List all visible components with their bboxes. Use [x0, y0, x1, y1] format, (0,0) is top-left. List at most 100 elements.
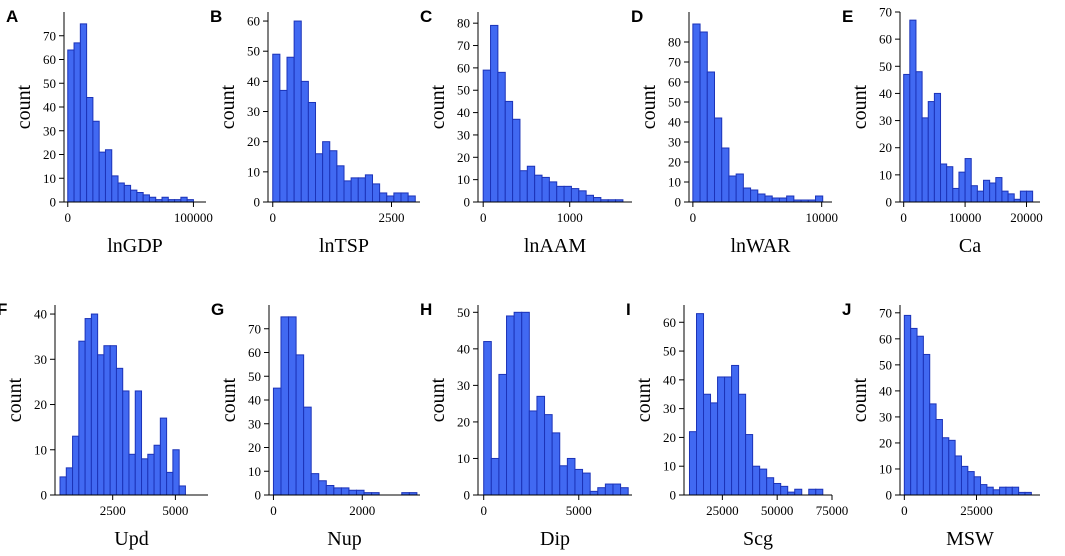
panel-letter: B	[210, 7, 222, 26]
histogram-bar	[506, 315, 515, 496]
histogram-bar	[717, 376, 726, 496]
histogram-bar	[699, 31, 708, 203]
y-tick-label: 0	[255, 488, 262, 503]
y-tick-label: 30	[879, 409, 892, 424]
x-tick-label: 0	[901, 503, 908, 518]
histogram-bar	[340, 487, 350, 496]
histogram-bar	[288, 316, 297, 496]
y-tick-label: 60	[879, 331, 892, 346]
y-tick-label: 50	[663, 344, 676, 359]
histogram-bar	[752, 465, 761, 496]
y-tick-label: 20	[879, 140, 892, 155]
panel-j: 0 10 20 30 40 50 60 70 0 25000 MSW count J	[842, 300, 1040, 550]
panel-letter: J	[842, 300, 851, 319]
panel-letter: G	[211, 300, 224, 319]
x-tick-label: 2500	[379, 210, 405, 225]
histogram-bar	[980, 484, 988, 496]
histogram-bar	[544, 414, 553, 496]
histogram-bar	[986, 486, 994, 496]
y-tick-label: 70	[668, 55, 681, 70]
histogram-bar	[593, 197, 602, 203]
y-tick-label: 50	[457, 83, 470, 98]
histogram-bar	[1005, 486, 1013, 496]
histogram-bar	[992, 489, 1001, 496]
histogram-bar	[915, 71, 923, 203]
histogram-bar	[272, 53, 281, 203]
histogram-bar	[597, 487, 606, 496]
histogram-bar	[280, 316, 290, 496]
histogram-bar	[147, 453, 155, 496]
histogram-bar	[122, 390, 130, 496]
histogram-bar	[541, 176, 550, 203]
histogram-bar	[1025, 190, 1034, 203]
histogram-bar	[696, 313, 705, 496]
y-axis-label: count	[849, 84, 871, 129]
histogram-bar	[808, 488, 817, 496]
histogram-bar	[528, 410, 538, 496]
histogram-bar	[714, 117, 723, 203]
y-tick-label: 10	[668, 175, 681, 190]
histogram-bar	[166, 471, 174, 496]
y-tick-label: 10	[43, 171, 56, 186]
histogram-bar	[153, 444, 161, 496]
histogram-bar	[910, 327, 918, 496]
y-tick-label: 50	[248, 369, 261, 384]
y-tick-label: 20	[663, 430, 676, 445]
histogram-bar	[123, 184, 132, 203]
x-tick-label: 75000	[816, 503, 849, 518]
x-tick-label: 0	[270, 210, 277, 225]
y-tick-label: 40	[663, 372, 676, 387]
panel-i: 0 10 20 30 40 50 60 25000 50000 75000 Scg count I	[626, 300, 848, 550]
y-tick-label: 50	[457, 305, 470, 320]
histogram-bar	[933, 92, 942, 203]
y-tick-label: 30	[247, 104, 260, 119]
histogram-bar	[794, 488, 803, 496]
y-tick-label: 30	[457, 127, 470, 142]
y-axis-label: count	[638, 84, 660, 129]
histogram-bar	[109, 345, 117, 496]
histogram-bar	[589, 490, 599, 496]
y-tick-label: 20	[879, 435, 892, 450]
y-tick-label: 10	[457, 172, 470, 187]
histogram-bar	[134, 390, 143, 496]
y-tick-label: 0	[254, 195, 261, 210]
y-tick-label: 30	[879, 113, 892, 128]
y-tick-label: 50	[668, 95, 681, 110]
y-tick-label: 80	[668, 35, 681, 50]
histogram-bar	[128, 453, 136, 496]
histogram-bar	[582, 472, 591, 496]
histogram-bar	[393, 192, 402, 203]
histogram-bar	[1011, 486, 1020, 496]
histogram-bar	[295, 354, 305, 496]
histogram-bar	[161, 196, 169, 203]
histogram-bar	[1001, 190, 1009, 203]
histogram-bar	[79, 23, 88, 203]
x-axis-label: Nup	[327, 528, 361, 550]
histogram-bar	[983, 179, 991, 203]
y-tick-label: 30	[248, 416, 261, 431]
histogram-bar	[504, 100, 514, 203]
y-tick-label: 40	[457, 105, 470, 120]
histogram-bar	[67, 49, 75, 203]
x-tick-label: 10000	[949, 210, 982, 225]
y-tick-label: 20	[457, 150, 470, 165]
histogram-bar	[72, 435, 80, 496]
histogram-bar	[178, 485, 186, 496]
x-tick-label: 20000	[1010, 210, 1043, 225]
panel-letter: H	[420, 300, 432, 319]
panel-a: 0 10 20 30 40 50 60 70 0 100000 lnGDP count A	[6, 7, 213, 257]
histogram-bar	[620, 487, 629, 496]
histogram-bar	[578, 190, 587, 203]
histogram-bar	[780, 485, 789, 496]
histogram-bar	[400, 192, 409, 203]
histogram-bar	[757, 193, 766, 203]
histogram-bar	[325, 485, 335, 496]
y-tick-label: 20	[43, 147, 56, 162]
y-tick-label: 60	[457, 60, 470, 75]
y-tick-label: 0	[464, 195, 471, 210]
histogram-bar	[688, 431, 697, 496]
histogram-bar	[73, 42, 81, 203]
histogram-bar	[815, 488, 824, 496]
panel-e: 0 10 20 30 40 50 60 70 0 10000 20000 Ca count E	[842, 5, 1043, 258]
